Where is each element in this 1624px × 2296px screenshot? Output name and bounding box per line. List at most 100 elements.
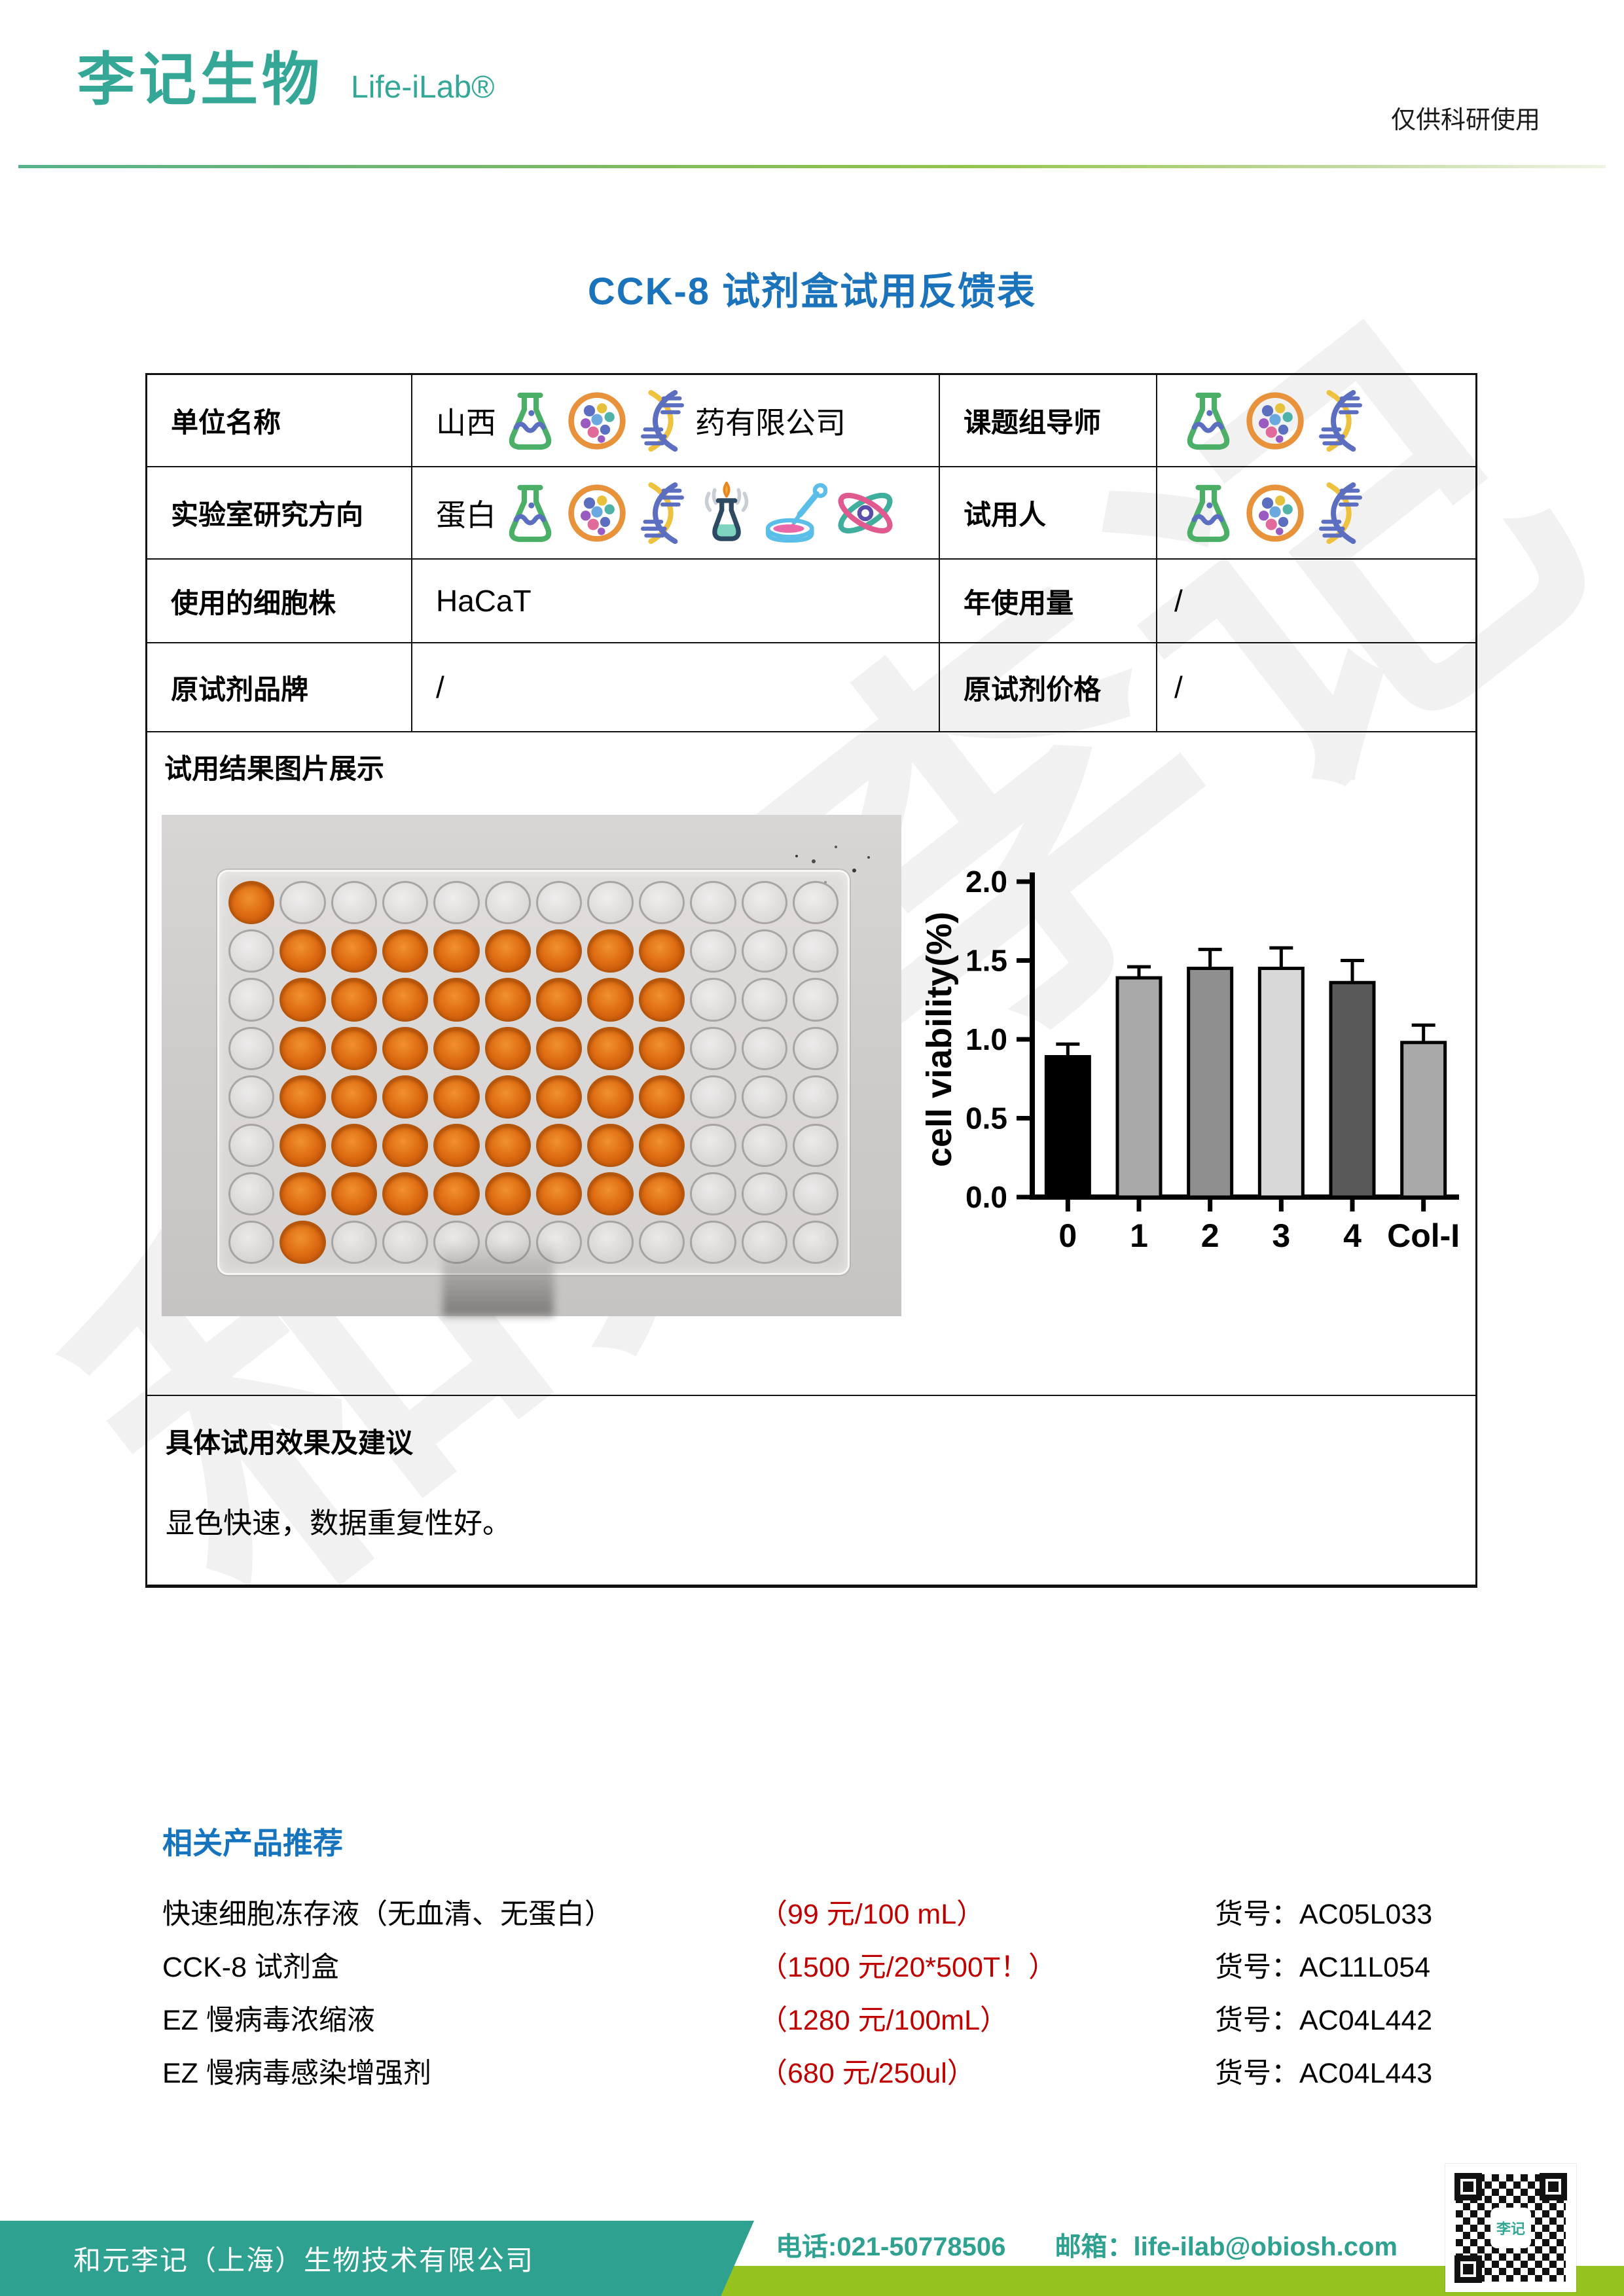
well <box>690 1172 736 1215</box>
well <box>792 1026 839 1070</box>
well <box>638 1172 685 1215</box>
table-row: 实验室研究方向 蛋白 试用人 <box>147 467 1475 560</box>
cell-value-annual-usage: / <box>1174 584 1183 618</box>
well <box>638 881 685 925</box>
well <box>587 1075 634 1119</box>
well <box>280 881 326 925</box>
well <box>690 1220 736 1265</box>
well <box>792 929 839 973</box>
mask-icons <box>1178 388 1369 454</box>
cell-value-trial-user <box>1157 467 1475 558</box>
flask-icon <box>500 388 560 454</box>
cell-label-annual-usage: 年使用量 <box>940 560 1157 642</box>
results-heading: 试用结果图片展示 <box>164 753 385 784</box>
svg-text:1.5: 1.5 <box>965 944 1007 978</box>
well <box>228 929 275 973</box>
svg-text:0.5: 0.5 <box>965 1102 1007 1136</box>
well <box>433 929 480 973</box>
well <box>331 1172 377 1215</box>
svg-text:0.0: 0.0 <box>965 1180 1007 1214</box>
svg-text:2.0: 2.0 <box>965 865 1007 899</box>
well <box>638 929 685 973</box>
well <box>587 1172 634 1215</box>
table-row: 使用的细胞株 HaCaT 年使用量 / <box>147 560 1475 643</box>
table-row: 原试剂品牌 / 原试剂价格 / <box>147 643 1475 732</box>
feedback-section: 具体试用效果及建议 显色快速，数据重复性好。 <box>147 1396 1475 1586</box>
well <box>536 1172 583 1215</box>
well <box>792 881 839 925</box>
svg-text:1: 1 <box>1130 1217 1148 1254</box>
well <box>741 1220 787 1265</box>
well <box>484 1172 531 1215</box>
product-sku: 货号：AC04L443 <box>1215 2057 1433 2089</box>
well <box>792 978 839 1022</box>
dropper-dish-icon <box>762 482 827 545</box>
product-price: （1500 元/20*500T！） <box>759 1951 1057 1983</box>
product-row: EZ 慢病毒感染增强剂 （680 元/250ul） 货号：AC04L443 <box>162 2044 1478 2097</box>
header-divider <box>18 165 1606 168</box>
well <box>228 1075 275 1119</box>
product-price: （1280 元/100mL） <box>759 2004 1009 2036</box>
well <box>536 1075 583 1119</box>
well <box>331 1220 377 1265</box>
well <box>433 1026 480 1070</box>
well <box>638 978 685 1022</box>
mask-icons <box>500 480 898 546</box>
well <box>382 1123 429 1167</box>
well <box>536 1123 583 1167</box>
product-row: CCK-8 试剂盒 （1500 元/20*500T！） 货号：AC11L054 <box>162 1938 1478 1991</box>
product-sku: 货号：AC05L033 <box>1215 1898 1433 1930</box>
cells-icon <box>1244 482 1307 545</box>
logo-chinese: 李记生物 <box>77 47 324 112</box>
well <box>382 1220 429 1265</box>
cell-label-research: 实验室研究方向 <box>147 467 412 558</box>
well <box>280 978 326 1022</box>
well <box>484 1075 531 1119</box>
well <box>792 1172 839 1215</box>
well <box>587 1026 634 1070</box>
well <box>690 929 736 973</box>
product-name: EZ 慢病毒感染增强剂 <box>162 2057 431 2089</box>
well <box>382 978 429 1022</box>
cell-label-trial-user: 试用人 <box>940 467 1157 558</box>
product-sku: 货号：AC11L054 <box>1215 1951 1431 1983</box>
flask-icon <box>1178 480 1238 546</box>
well <box>690 1123 736 1167</box>
dust-specks <box>795 855 798 858</box>
svg-text:4: 4 <box>1343 1217 1362 1254</box>
well <box>690 1026 736 1070</box>
qr-finder-icon <box>1454 2255 1482 2283</box>
well <box>228 978 275 1022</box>
cell-label-orig-price: 原试剂价格 <box>940 643 1157 731</box>
qr-center-logo: 李记 <box>1490 2208 1531 2248</box>
flask-icon <box>500 480 560 546</box>
feedback-heading: 具体试用效果及建议 <box>166 1427 414 1458</box>
cell-value-unit: 山西 药有限公司 <box>412 375 940 466</box>
well <box>280 1075 326 1119</box>
well <box>280 1172 326 1215</box>
well-grid <box>226 878 842 1266</box>
well <box>382 881 429 925</box>
well <box>536 881 583 925</box>
well <box>741 1075 787 1119</box>
research-use-note: 仅供科研使用 <box>1390 107 1540 134</box>
cell-label-orig-brand: 原试剂品牌 <box>147 643 412 731</box>
well <box>792 1123 839 1167</box>
product-name: EZ 慢病毒浓缩液 <box>162 2004 375 2036</box>
well-plate-photo <box>162 815 901 1316</box>
cell-label-supervisor: 课题组导师 <box>940 375 1157 466</box>
value-text: 药有限公司 <box>695 405 846 440</box>
well <box>280 929 326 973</box>
well <box>690 1075 736 1119</box>
well <box>382 1075 429 1119</box>
well <box>484 978 531 1022</box>
cells-icon <box>566 389 628 452</box>
dna-icon <box>634 388 691 454</box>
cell-value-research: 蛋白 <box>412 467 940 558</box>
well <box>741 1172 787 1215</box>
cell-label-unit: 单位名称 <box>147 375 412 466</box>
well <box>690 881 736 925</box>
logo-english: Life-iLab® <box>351 70 495 105</box>
svg-text:1.0: 1.0 <box>965 1022 1007 1056</box>
product-name: 快速细胞冻存液（无血清、无蛋白） <box>162 1898 613 1930</box>
